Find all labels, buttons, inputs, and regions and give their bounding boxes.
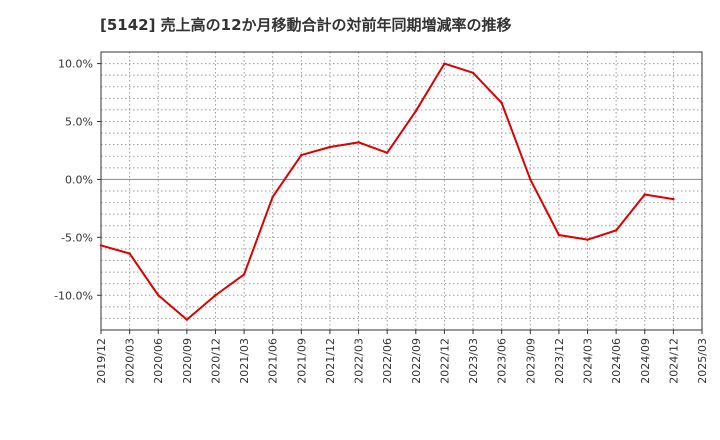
data-point (414, 109, 418, 113)
x-tick-label: 2021/12 (324, 338, 337, 384)
data-point (185, 318, 189, 321)
y-tick-label: 0.0% (65, 173, 93, 186)
data-point (643, 193, 646, 196)
axis-layer (97, 51, 703, 334)
chart-title: [5142] 売上高の12か月移動合計の対前年同期増減率の推移 (100, 16, 512, 34)
tick-label-layer: 10.0% 5.0% 0.0% -5.0% -10.0% 2019/12 2020/03 20… (54, 58, 709, 384)
data-point (614, 229, 618, 232)
data-point (300, 153, 303, 157)
x-tick-label: 2020/06 (152, 338, 165, 384)
plot-frame (100, 51, 703, 331)
data-point (385, 151, 389, 154)
x-tick-label: 2024/03 (582, 338, 595, 384)
data-point (557, 233, 561, 237)
x-tick-label: 2020/03 (124, 338, 137, 384)
x-tick-label: 2023/09 (524, 338, 537, 384)
x-tick-label: 2024/09 (639, 338, 652, 384)
data-point (328, 145, 332, 149)
x-tick-label: 2021/06 (267, 338, 280, 384)
grid-layer (100, 51, 703, 331)
data-point (529, 178, 532, 181)
x-tick-label: 2023/12 (553, 338, 566, 384)
x-tick-label: 2020/09 (181, 338, 194, 384)
y-tick-label: 10.0% (58, 58, 93, 71)
x-tick-label: 2021/03 (238, 338, 251, 384)
x-tick-label: 2021/09 (295, 338, 308, 384)
y-tick-label: -10.0% (54, 289, 93, 302)
data-point (500, 101, 503, 105)
series-layer (99, 62, 675, 321)
x-tick-label: 2022/09 (410, 338, 423, 384)
x-tick-label: 2022/12 (438, 338, 451, 384)
data-point (271, 195, 274, 198)
data-point (357, 141, 360, 144)
x-tick-label: 2023/03 (467, 338, 480, 384)
y-tick-label: 5.0% (65, 116, 93, 129)
data-point (214, 294, 217, 297)
y-tick-label: -5.0% (61, 231, 93, 244)
data-point (443, 62, 446, 65)
x-tick-label: 2019/12 (95, 338, 108, 384)
data-point (157, 294, 160, 297)
x-tick-label: 2022/03 (353, 338, 366, 384)
x-tick-label: 2023/06 (496, 338, 509, 384)
data-point (586, 238, 589, 241)
x-tick-label: 2020/12 (209, 338, 222, 384)
x-tick-label: 2024/12 (667, 338, 680, 384)
data-point (242, 273, 246, 276)
x-tick-label: 2022/06 (381, 338, 394, 384)
data-point (672, 197, 675, 201)
data-point (128, 252, 131, 255)
data-point (471, 71, 475, 75)
data-point (99, 244, 103, 247)
x-tick-label: 2024/06 (610, 338, 623, 384)
x-tick-label: 2025/03 (696, 338, 709, 384)
